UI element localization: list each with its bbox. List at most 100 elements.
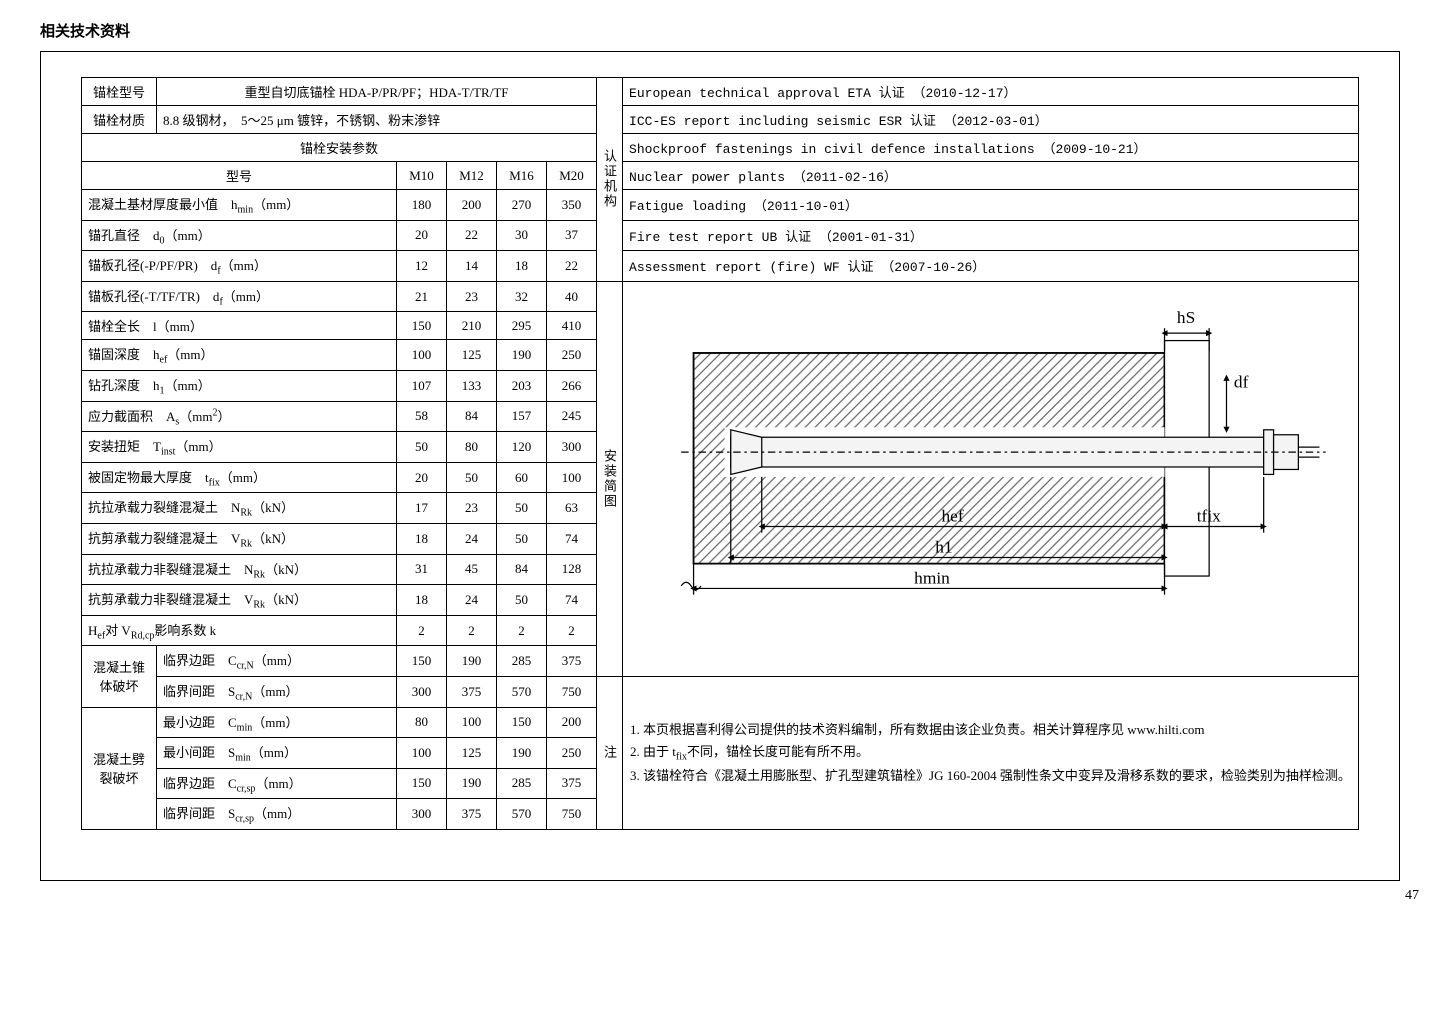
param-val: 80 [447,432,497,463]
cert-row: Assessment report (fire) WF 认证 （2007-10-… [623,251,1359,282]
cert-vlabel: 认证机构 [597,78,623,282]
note-item: 由于 tfix不同，锚栓长度可能有所不用。 [643,741,1352,766]
param-val: 21 [397,281,447,312]
cert-row: ICC-ES report including seismic ESR 认证 （… [623,106,1359,134]
param-val: 100 [397,738,447,769]
cert-row: European technical approval ETA 认证 （2010… [623,78,1359,106]
param-val: 22 [547,251,597,282]
param-val: 150 [497,707,547,738]
material-value: 8.8 级钢材， 5～25 μm 镀锌，不锈钢、粉末渗锌 [157,106,597,134]
cert-row: Fire test report UB 认证 （2001-01-31） [623,220,1359,251]
param-label: 锚板孔径(-P/PF/PR) df（mm） [82,251,397,282]
param-val: 18 [497,251,547,282]
diag-label-tfix: tfix [1196,506,1220,525]
param-val: 2 [497,615,547,646]
param-val: 2 [547,615,597,646]
page-title: 相关技术资料 [40,20,1400,41]
param-val: 100 [547,462,597,493]
param-label: 临界边距 Ccr,N（mm） [157,646,397,677]
param-val: 24 [447,585,497,616]
param-val: 190 [497,340,547,371]
param-val: 12 [397,251,447,282]
param-val: 50 [497,585,547,616]
param-label: 安装扭矩 Tinst（mm） [82,432,397,463]
spec-label: 型号 [82,162,397,190]
param-val: 80 [397,707,447,738]
param-val: 50 [497,493,547,524]
param-val: 84 [497,554,547,585]
param-val: 74 [547,523,597,554]
param-val: 100 [397,340,447,371]
param-label: Hef对 VRd,cp影响系数 k [82,615,397,646]
install-diagram: hS df hef tfix h1 [623,281,1359,676]
anchor-diagram-svg: hS df hef tfix h1 [644,291,1338,663]
param-val: 250 [547,738,597,769]
param-val: 375 [447,799,497,830]
param-val: 23 [447,281,497,312]
diag-label-h1: h1 [935,537,952,556]
param-label: 最小间距 Smin（mm） [157,738,397,769]
param-val: 120 [497,432,547,463]
param-val: 203 [497,370,547,401]
group-cone-label: 混凝土锥体破坏 [82,646,157,707]
param-val: 133 [447,370,497,401]
param-val: 190 [447,646,497,677]
param-val: 17 [397,493,447,524]
param-val: 40 [547,281,597,312]
param-val: 245 [547,401,597,432]
param-label: 抗剪承载力裂缝混凝土 VRk（kN） [82,523,397,554]
param-label: 临界边距 Ccr,sp（mm） [157,768,397,799]
param-val: 300 [397,799,447,830]
param-val: 14 [447,251,497,282]
param-val: 50 [447,462,497,493]
spec-m16: M16 [497,162,547,190]
param-val: 375 [547,646,597,677]
cert-row: Shockproof fastenings in civil defence i… [623,134,1359,162]
param-label: 最小边距 Cmin（mm） [157,707,397,738]
param-val: 150 [397,768,447,799]
param-label: 抗拉承载力裂缝混凝土 NRk（kN） [82,493,397,524]
param-val: 2 [397,615,447,646]
diag-label-hef: hef [941,506,963,525]
param-val: 60 [497,462,547,493]
param-label: 抗拉承载力非裂缝混凝土 NRk（kN） [82,554,397,585]
cert-row: Nuclear power plants （2011-02-16） [623,162,1359,190]
param-val: 375 [547,768,597,799]
param-val: 190 [497,738,547,769]
spec-table: 锚栓型号 重型自切底锚栓 HDA-P/PR/PF；HDA-T/TR/TF 认证机… [81,77,1359,830]
param-val: 190 [447,768,497,799]
page-number: 47 [1405,888,1419,904]
param-val: 200 [547,707,597,738]
note-item: 本页根据喜利得公司提供的技术资料编制，所有数据由该企业负责。相关计算程序见 ww… [643,719,1352,741]
param-label: 被固定物最大厚度 tfix（mm） [82,462,397,493]
param-val: 285 [497,646,547,677]
param-label: 锚固深度 hef（mm） [82,340,397,371]
param-val: 125 [447,340,497,371]
param-label: 钻孔深度 h1（mm） [82,370,397,401]
param-val: 150 [397,646,447,677]
cert-row: Fatigue loading （2011-10-01） [623,190,1359,221]
model-value: 重型自切底锚栓 HDA-P/PR/PF；HDA-T/TR/TF [157,78,597,106]
param-val: 84 [447,401,497,432]
param-val: 45 [447,554,497,585]
spec-m12: M12 [447,162,497,190]
param-val: 150 [397,312,447,340]
param-label: 混凝土基材厚度最小值 hmin（mm） [82,190,397,221]
param-val: 270 [497,190,547,221]
spec-m10: M10 [397,162,447,190]
param-val: 750 [547,676,597,707]
spec-m20: M20 [547,162,597,190]
notes-cell: 本页根据喜利得公司提供的技术资料编制，所有数据由该企业负责。相关计算程序见 ww… [623,676,1359,829]
note-item: 该锚栓符合《混凝土用膨胀型、扩孔型建筑锚栓》JG 160-2004 强制性条文中… [643,765,1352,787]
param-val: 266 [547,370,597,401]
param-val: 300 [397,676,447,707]
group-split-label: 混凝土劈裂破坏 [82,707,157,829]
model-label: 锚栓型号 [82,78,157,106]
param-val: 157 [497,401,547,432]
param-val: 100 [447,707,497,738]
install-params-header: 锚栓安装参数 [82,134,597,162]
param-val: 31 [397,554,447,585]
param-label: 抗剪承载力非裂缝混凝土 VRk（kN） [82,585,397,616]
param-val: 20 [397,462,447,493]
param-val: 30 [497,220,547,251]
